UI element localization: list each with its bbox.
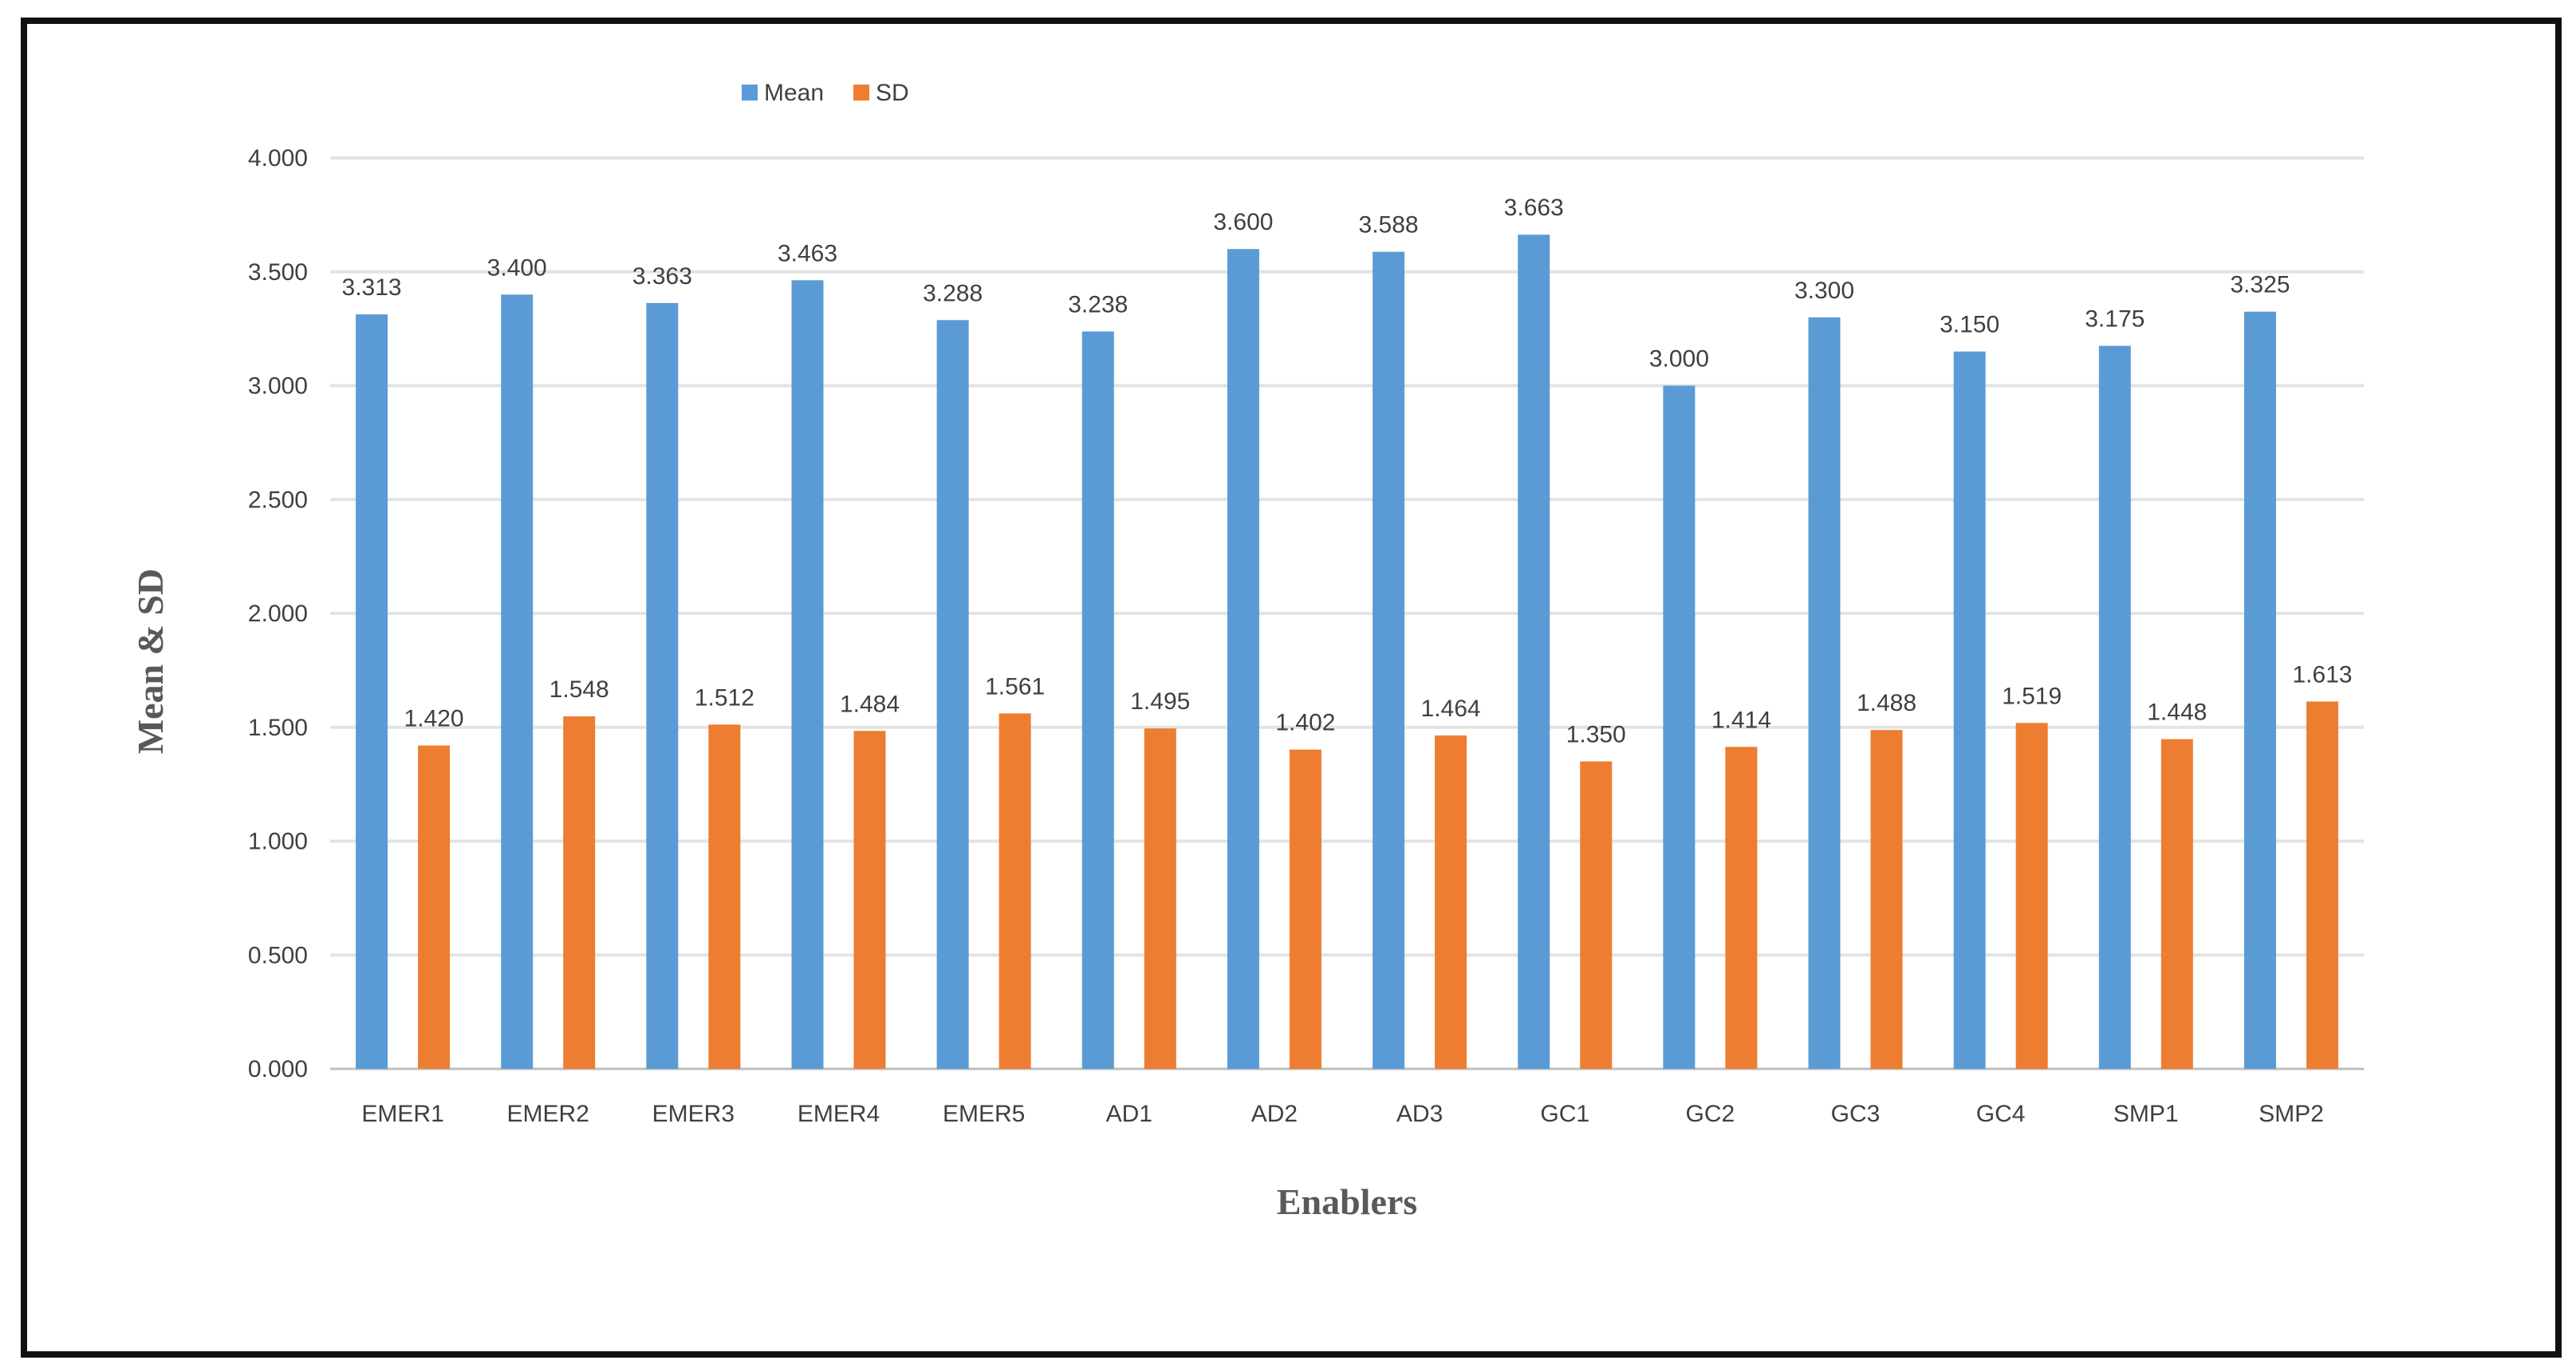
bar-sd-ad1 xyxy=(1144,728,1176,1069)
x-tick-label: GC4 xyxy=(1976,1101,2026,1127)
x-tick-label: EMER4 xyxy=(798,1101,880,1127)
bar-sd-emer5 xyxy=(998,713,1031,1069)
bar-mean-gc1 xyxy=(1518,235,1550,1069)
x-axis-title: Enablers xyxy=(1277,1181,1417,1222)
bar-mean-gc3 xyxy=(1808,317,1841,1070)
data-label: 1.420 xyxy=(404,706,464,732)
bar-mean-ad1 xyxy=(1081,331,1114,1069)
bar-mean-emer5 xyxy=(936,320,969,1069)
bar-mean-emer3 xyxy=(646,302,679,1069)
x-tick-label: EMER1 xyxy=(361,1101,443,1127)
data-label: 3.663 xyxy=(1504,195,1564,221)
data-label: 3.313 xyxy=(342,274,402,301)
y-tick-label: 1.000 xyxy=(248,829,308,855)
data-label: 3.238 xyxy=(1068,292,1128,318)
data-label: 3.600 xyxy=(1213,209,1273,235)
x-tick-label: EMER3 xyxy=(652,1101,735,1127)
x-tick-label: GC3 xyxy=(1831,1101,1881,1127)
bars xyxy=(356,235,2338,1070)
bar-sd-gc3 xyxy=(1870,730,1903,1069)
x-tick-label: AD1 xyxy=(1106,1101,1152,1127)
y-tick-label: 0.500 xyxy=(248,942,308,968)
legend-label-mean: Mean xyxy=(764,80,824,106)
gridlines xyxy=(330,156,2364,1070)
data-label: 3.400 xyxy=(487,254,547,281)
bar-mean-emer4 xyxy=(791,280,824,1070)
legend: Mean SD xyxy=(742,80,909,106)
bar-sd-emer1 xyxy=(418,745,451,1069)
legend-swatch-mean xyxy=(742,85,758,101)
legend-swatch-sd xyxy=(853,85,869,101)
bar-sd-ad3 xyxy=(1435,735,1467,1069)
bar-mean-ad3 xyxy=(1373,251,1405,1070)
y-tick-label: 2.500 xyxy=(248,487,308,513)
y-tick-label: 3.000 xyxy=(248,373,308,400)
data-label: 1.484 xyxy=(840,691,900,717)
data-label: 1.464 xyxy=(1421,696,1481,722)
data-label: 1.548 xyxy=(549,676,609,703)
bar-sd-gc4 xyxy=(2015,723,2048,1069)
bar-sd-ad2 xyxy=(1289,749,1321,1069)
bar-mean-smp2 xyxy=(2243,311,2276,1069)
x-axis-ticks: EMER1 EMER2 EMER3 EMER4 EMER5 AD1 AD2 AD3 GC1 GC2… xyxy=(361,1101,2323,1127)
x-tick-label: AD2 xyxy=(1251,1101,1298,1127)
data-label: 1.561 xyxy=(985,673,1045,700)
bar-sd-gc1 xyxy=(1580,761,1613,1069)
data-label: 1.448 xyxy=(2147,700,2207,726)
data-label: 3.463 xyxy=(778,240,837,266)
data-label: 1.402 xyxy=(1275,710,1335,736)
bar-chart: 0.000 0.500 1.000 1.500 2.000 2.500 3.000 3.500… xyxy=(130,80,2364,1222)
x-tick-label: GC2 xyxy=(1686,1101,1735,1127)
legend-label-sd: SD xyxy=(876,80,909,106)
bar-sd-gc2 xyxy=(1725,747,1758,1069)
bar-mean-gc4 xyxy=(1953,351,1986,1069)
y-axis-title: Mean & SD xyxy=(130,569,171,755)
data-label: 1.414 xyxy=(1711,707,1771,733)
y-tick-label: 2.000 xyxy=(248,601,308,627)
y-tick-label: 0.000 xyxy=(248,1056,308,1082)
data-label: 3.175 xyxy=(2085,306,2145,333)
y-tick-label: 3.500 xyxy=(248,259,308,286)
data-label: 3.288 xyxy=(923,280,983,306)
x-tick-label: GC1 xyxy=(1540,1101,1589,1127)
bar-sd-emer3 xyxy=(708,724,741,1069)
x-tick-label: EMER2 xyxy=(507,1101,589,1127)
x-tick-label: AD3 xyxy=(1396,1101,1443,1127)
data-labels: 3.313 1.420 3.400 1.548 3.363 1.512 3.463 1.484… xyxy=(342,195,2353,747)
bar-sd-emer4 xyxy=(853,731,886,1069)
data-label: 3.325 xyxy=(2230,272,2290,298)
bar-sd-smp2 xyxy=(2306,701,2338,1069)
bar-sd-emer2 xyxy=(563,716,596,1069)
x-tick-label: EMER5 xyxy=(943,1101,1025,1127)
bar-mean-emer1 xyxy=(356,314,388,1069)
y-axis-ticks: 0.000 0.500 1.000 1.500 2.000 2.500 3.000 3.500… xyxy=(248,145,308,1082)
data-label: 3.000 xyxy=(1649,346,1709,373)
data-label: 3.300 xyxy=(1794,278,1854,304)
data-label: 1.512 xyxy=(695,684,754,711)
data-label: 1.488 xyxy=(1857,690,1916,716)
data-label: 3.588 xyxy=(1359,212,1419,239)
bar-mean-gc2 xyxy=(1663,385,1696,1069)
x-tick-label: SMP2 xyxy=(2259,1101,2324,1127)
y-tick-label: 4.000 xyxy=(248,145,308,172)
data-label: 1.495 xyxy=(1130,688,1190,715)
y-tick-label: 1.500 xyxy=(248,715,308,741)
chart-frame: 0.000 0.500 1.000 1.500 2.000 2.500 3.000 3.500… xyxy=(21,18,2562,1358)
bar-mean-smp1 xyxy=(2098,345,2131,1070)
data-label: 1.519 xyxy=(2002,683,2062,709)
bar-mean-ad2 xyxy=(1227,249,1259,1070)
data-label: 3.150 xyxy=(1940,312,1999,338)
data-label: 1.613 xyxy=(2292,661,2352,688)
data-label: 1.350 xyxy=(1566,722,1626,748)
data-label: 3.363 xyxy=(632,263,692,290)
x-tick-label: SMP1 xyxy=(2113,1101,2179,1127)
bar-sd-smp1 xyxy=(2160,739,2193,1069)
bar-mean-emer2 xyxy=(501,294,534,1069)
